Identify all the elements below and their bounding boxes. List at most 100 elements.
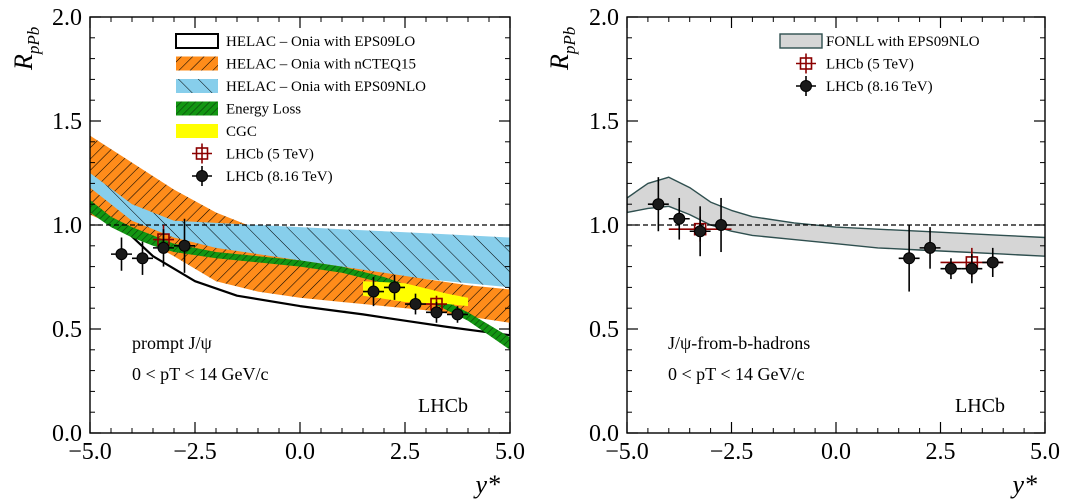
x-axis-label: y* [1009,470,1037,499]
data-point [919,227,941,269]
marker-8tev [652,198,665,211]
y-tick-label: 1.0 [52,213,82,239]
y-tick-label: 0.0 [589,421,619,447]
band-1 [90,135,510,323]
marker-8tev [903,252,916,265]
theory-bands [627,176,1045,257]
y-tick-label: 1.5 [589,109,619,135]
y-tick-label: 2.0 [52,5,82,31]
x-tick-label: 5.0 [1030,439,1060,465]
y-tick-label: 0.5 [52,317,82,343]
legend-entry: LHCb (8.16 TeV) [796,76,933,96]
annotation-line-2: 0 < pT < 14 GeV/c [668,364,804,384]
legend-entry: LHCb (5 TeV) [796,53,914,74]
marker-8tev [694,225,707,238]
legend-swatch [176,56,218,71]
marker-8tev [430,306,443,319]
legend-label: LHCb (5 TeV) [826,57,914,73]
legend-label: LHCb (8.16 TeV) [826,79,933,95]
panel-left-prompt: RpPb −5.0 −2.5 0.0 2.5 5.0 0.0 0.5 1.0 1.5 2.0 y*… [9,5,525,499]
marker-8tev [924,241,937,254]
data-point [363,277,384,307]
legend-entry: CGC [176,124,257,140]
legend: FONLL with EPS09NLO LHCb (5 TeV) LHCb (8.1… [779,33,980,96]
legend-label: HELAC – Onia with EPS09LO [226,34,415,50]
x-tick-label: 2.5 [390,439,420,465]
panel-right-from-b: RpPb −5.0 −2.5 0.0 2.5 5.0 0.0 0.5 1.0 1.5 2.0 y*… [545,5,1060,499]
annotation-line-2: 0 < pT < 14 GeV/c [132,364,268,384]
legend-label: Energy Loss [226,102,301,118]
legend-entry: HELAC – Onia with EPS09LO [175,33,415,50]
legend-label: LHCb (5 TeV) [226,147,314,163]
data-points [111,218,468,323]
marker-8tev [409,298,422,311]
data-point [447,306,468,323]
legend-swatch [176,124,218,138]
legend-swatch [175,33,219,49]
marker-8tev [196,170,208,182]
y-axis-label: RpPb [9,27,43,71]
y-tick-label: 0.0 [52,421,82,447]
annotation-line-1: prompt J/ψ [132,333,213,353]
annotation-line-1: J/ψ-from-b-hadrons [668,333,810,353]
legend-entry: HELAC – Onia with nCTEQ15 [176,56,416,73]
data-point [689,206,711,257]
legend: HELAC – Onia with EPS09LO HELAC – Onia wi… [175,33,426,186]
data-point [174,218,195,273]
marker-8tev [944,262,957,275]
x-axis-label: y* [472,470,500,499]
marker-8tev [157,241,170,254]
band-0 [627,176,1045,257]
y-tick-label: 1.5 [52,109,82,135]
data-point [384,274,405,300]
legend-label: HELAC – Onia with EPS09NLO [226,79,426,95]
legend-swatch [176,101,218,116]
y-tick-label: 0.5 [589,317,619,343]
data-point [153,229,174,267]
legend-label: LHCb (8.16 TeV) [226,169,333,185]
legend-entry: HELAC – Onia with EPS09NLO [176,79,426,95]
x-tick-label: 5.0 [495,439,525,465]
data-point [982,247,1004,277]
x-tick-label: 0.0 [285,439,315,465]
y-axis-label: RpPb [545,27,579,71]
marker-8tev [388,281,401,294]
data-point [426,301,447,323]
data-point [111,237,132,271]
data-point [710,197,732,253]
legend-entry: LHCb (8.16 TeV) [192,166,333,186]
x-tick-label: −2.5 [173,439,217,465]
x-tick-label: 2.5 [926,439,956,465]
y-tick-label: 2.0 [589,5,619,31]
x-tick-label: 0.0 [821,439,851,465]
legend-swatch [779,33,823,49]
legend-label: HELAC – Onia with nCTEQ15 [226,57,416,73]
legend-label: CGC [226,124,257,140]
marker-8tev [715,219,728,231]
legend-entry: LHCb (5 TeV) [192,143,314,164]
axis-ticks [626,16,1046,434]
data-points [647,177,1004,292]
x-tick-label: −5.0 [605,439,649,465]
experiment-label: LHCb [955,395,1005,417]
x-tick-label: −2.5 [710,439,754,465]
marker-8tev [367,285,380,298]
y-tick-label: 1.0 [589,213,619,239]
data-point [940,258,962,280]
data-point [405,293,426,315]
legend-label: FONLL with EPS09NLO [826,34,980,50]
axis-ticks [89,16,511,434]
data-point [898,225,920,292]
marker-8tev [986,256,999,269]
marker-8tev [115,248,128,261]
legend-entry: FONLL with EPS09NLO [779,33,980,50]
marker-5tev [195,147,209,160]
x-tick-label: −5.0 [68,439,112,465]
marker-8tev [673,212,686,225]
marker-8tev [136,252,149,265]
data-point [668,197,690,240]
data-point [132,241,153,275]
marker-5tev [799,57,813,70]
experiment-label: LHCb [418,395,468,417]
theory-bands [90,135,510,350]
